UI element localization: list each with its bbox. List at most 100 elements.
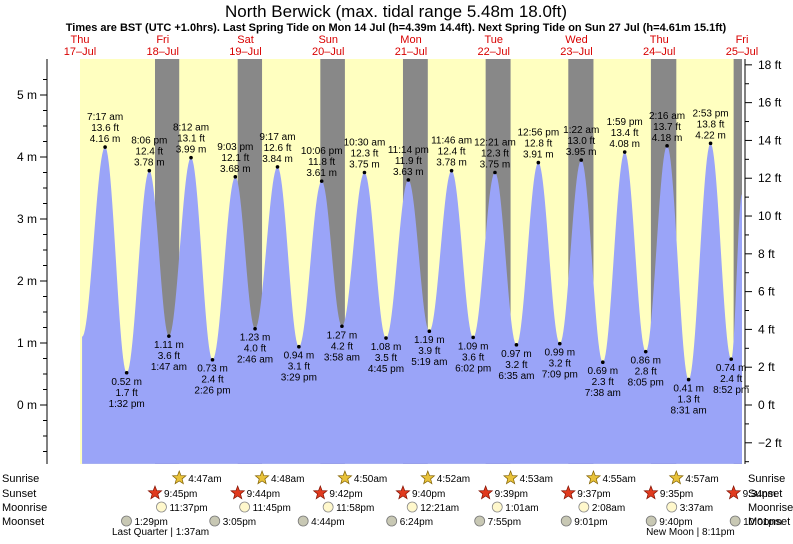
left-tick-label: 2 m (17, 274, 37, 288)
day-date: 21–Jul (395, 46, 427, 58)
astro-row-label-right: Sunset (748, 488, 782, 500)
moonset-time: 1:29pm (134, 517, 167, 528)
day-date: 17–Jul (64, 46, 96, 58)
high-water-metres: 3.75 m (349, 160, 380, 171)
low-water-time: 6:35 am (498, 371, 534, 382)
moonset-icon (474, 515, 486, 527)
high-water-feet: 11.8 ft (308, 157, 335, 168)
sunset-time: 9:45pm (164, 489, 197, 500)
right-tick-label: 4 ft (758, 322, 775, 336)
tide-area (82, 143, 742, 464)
low-water-feet: 3.1 ft (288, 362, 310, 373)
sunrise-time: 4:48am (271, 474, 304, 485)
day-labels: Thu17–JulFri18–JulSat19–JulSun20–JulMon2… (64, 34, 758, 58)
high-water-feet: 13.6 ft (91, 123, 119, 134)
low-water-time: 4:45 pm (368, 364, 404, 375)
day-date: 18–Jul (147, 46, 179, 58)
moonrise-icon (666, 501, 678, 513)
high-water-metres: 4.22 m (695, 130, 726, 141)
high-water-time: 2:16 am (649, 111, 685, 122)
high-water-metres: 3.75 m (480, 160, 511, 171)
low-water-feet: 3.9 ft (418, 346, 440, 357)
day-name: Thu (71, 34, 90, 46)
high-water-metres: 3.99 m (176, 145, 207, 156)
astro-row-label-right: Sunrise (748, 473, 785, 485)
moonrise-icon (406, 501, 418, 513)
day-name: Thu (650, 34, 669, 46)
low-water-metres: 0.97 m (501, 349, 532, 360)
moonset-time: 9:01pm (574, 517, 607, 528)
high-water-point (536, 160, 541, 165)
high-water-metres: 3.63 m (393, 167, 424, 178)
high-water-point (189, 155, 193, 160)
high-water-time: 12:21 am (474, 138, 516, 149)
astro-row-label-right: Moonrise (748, 502, 793, 514)
sunset-icon (560, 485, 576, 500)
moonrise-icon (322, 501, 334, 513)
day-name: Tue (484, 34, 503, 46)
low-water-metres: 0.94 m (284, 351, 315, 362)
low-water-point (471, 335, 475, 340)
low-water-metres: 1.09 m (458, 341, 489, 352)
high-water-point (622, 150, 627, 154)
high-water-feet: 13.0 ft (567, 136, 595, 147)
day-date: 19–Jul (229, 46, 261, 58)
high-water-metres: 4.16 m (90, 134, 121, 145)
low-water-point (340, 324, 344, 329)
high-water-point (579, 158, 584, 162)
high-water-time: 10:06 pm (301, 146, 343, 157)
moonrise-icon (156, 501, 167, 513)
high-water-time: 8:06 pm (131, 136, 167, 147)
sunrise-icon (254, 470, 270, 485)
sunset-time: 9:44pm (247, 489, 280, 500)
high-water-point (233, 175, 238, 179)
high-water-metres: 3.61 m (306, 168, 337, 179)
moonrise-time: 11:45pm (253, 503, 291, 514)
low-water-metres: 1.11 m (154, 340, 184, 351)
right-tick-label: −2 ft (758, 436, 782, 450)
moonrise-icon (491, 501, 503, 513)
sunset-time: 9:34pm (743, 489, 776, 500)
left-tick-label: 4 m (17, 150, 37, 164)
chart-title: North Berwick (max. tidal range 5.48m 18… (225, 2, 567, 21)
high-water-point (708, 141, 713, 146)
high-water-point (493, 170, 497, 175)
moonrise-time: 12:21am (420, 503, 459, 514)
low-water-metres: 1.19 m (414, 335, 445, 346)
high-water-time: 1:22 am (563, 125, 599, 136)
low-water-feet: 4.0 ft (244, 344, 266, 355)
low-water-feet: 1.3 ft (678, 395, 700, 406)
low-water-feet: 3.5 ft (375, 353, 397, 364)
moonset-icon (297, 515, 309, 527)
sunrise-time: 4:57am (685, 474, 718, 485)
low-water-point (167, 334, 171, 338)
high-water-time: 9:03 pm (217, 142, 253, 153)
high-water-feet: 12.8 ft (524, 139, 552, 150)
low-water-metres: 1.23 m (240, 333, 271, 344)
sunrise-time: 4:53am (520, 474, 553, 485)
left-tick-label: 0 m (17, 398, 37, 412)
sunset-time: 9:39pm (495, 489, 528, 500)
day-name: Sat (237, 34, 254, 46)
astro-table: Sunrise Sunrise Sunset Sunset Moonrise Moonri… (2, 470, 793, 538)
low-water-time: 7:38 am (585, 388, 621, 399)
sunrise-icon (585, 470, 602, 485)
sunrise-icon (171, 470, 187, 485)
high-water-metres: 3.78 m (436, 158, 467, 169)
sunset-icon (643, 485, 659, 500)
high-water-point (665, 144, 669, 148)
left-tick-label: 3 m (17, 212, 37, 226)
high-water-time: 1:59 pm (607, 117, 643, 128)
high-water-metres: 4.08 m (609, 139, 640, 150)
low-water-time: 2:26 pm (194, 386, 230, 397)
moonrise-time: 3:37am (680, 503, 713, 514)
day-date: 24–Jul (643, 46, 675, 58)
day-date: 25–Jul (726, 46, 758, 58)
day-name: Fri (736, 34, 749, 46)
low-water-time: 3:29 pm (281, 373, 317, 384)
low-water-time: 1:47 am (151, 362, 187, 373)
moonrise-time: 11:37pm (169, 503, 207, 514)
low-water-point (210, 357, 215, 362)
